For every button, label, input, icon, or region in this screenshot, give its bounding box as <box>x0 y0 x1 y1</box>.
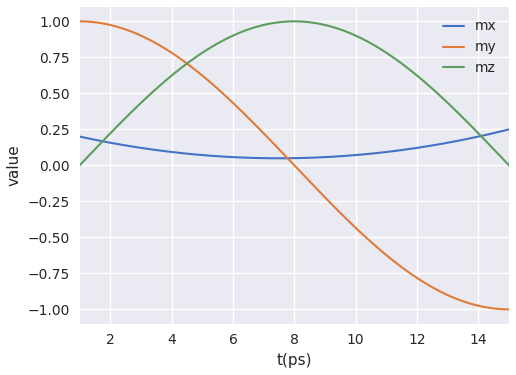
mz <box>283 20 289 24</box>
mz <box>333 26 339 30</box>
mz <box>496 153 503 158</box>
my <box>76 19 83 24</box>
Line: my: my <box>79 21 509 309</box>
mx <box>506 127 512 132</box>
my <box>496 307 502 311</box>
X-axis label: t(ps): t(ps) <box>277 353 312 368</box>
mz <box>281 20 287 24</box>
mx <box>496 129 503 134</box>
my <box>332 206 338 210</box>
my <box>283 154 289 159</box>
Line: mz: mz <box>79 21 509 165</box>
mx <box>333 154 339 159</box>
mz <box>291 19 297 24</box>
Legend: mx, my, mz: mx, my, mz <box>437 14 502 81</box>
my <box>309 182 315 186</box>
mz <box>506 163 512 168</box>
mx <box>284 156 290 160</box>
mx <box>276 156 282 160</box>
my <box>428 285 434 289</box>
mx <box>429 143 436 148</box>
Y-axis label: value: value <box>7 144 22 186</box>
mx <box>310 155 316 160</box>
my <box>506 307 512 312</box>
mx <box>281 156 287 160</box>
mz <box>76 163 83 168</box>
my <box>281 152 287 156</box>
Line: mx: mx <box>79 129 509 158</box>
mz <box>310 20 316 25</box>
mz <box>429 87 436 91</box>
mx <box>76 134 83 139</box>
